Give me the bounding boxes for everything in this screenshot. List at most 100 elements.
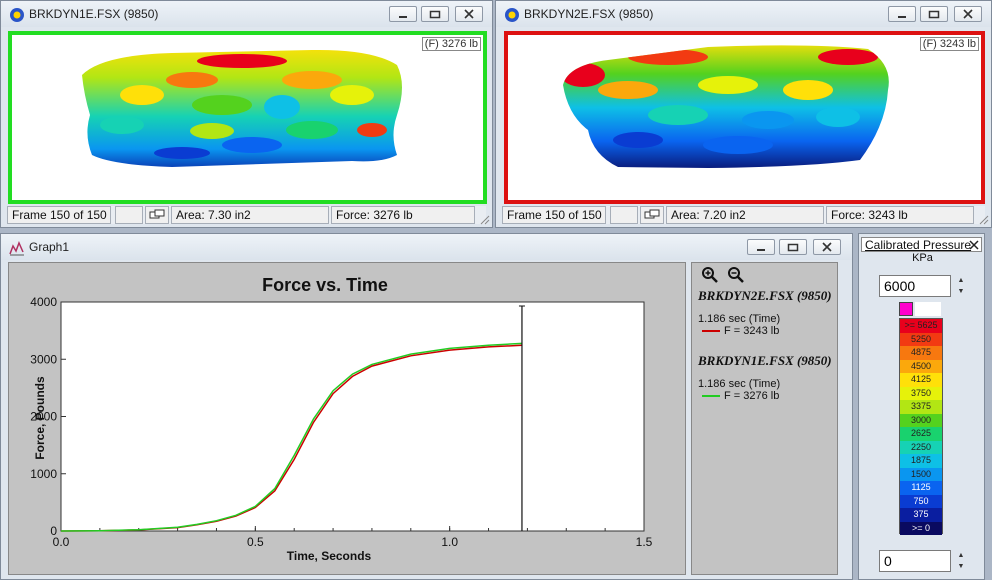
plot-area bbox=[60, 301, 645, 532]
app-icon bbox=[10, 8, 24, 22]
color-level-10: 1875 bbox=[900, 454, 942, 468]
zoom-in-icon[interactable] bbox=[702, 267, 718, 283]
y-axis-label: Force, Pounds bbox=[33, 376, 47, 460]
close-button[interactable] bbox=[954, 6, 982, 22]
max-value-spinner[interactable]: ▲ ▼ bbox=[957, 277, 965, 295]
color-level-5: 3750 bbox=[900, 386, 942, 400]
sync-icon bbox=[149, 209, 165, 219]
color-level-3: 4500 bbox=[900, 359, 942, 373]
series-line-1 bbox=[60, 342, 523, 532]
frame-counter: Frame 150 of 150 bbox=[7, 206, 111, 224]
area-readout: Area: 7.20 in2 bbox=[666, 206, 824, 224]
color-level-1: 5250 bbox=[900, 332, 942, 346]
x-tick-label-1: 0.5 bbox=[247, 535, 264, 549]
close-icon[interactable] bbox=[969, 240, 979, 250]
min-value-spinner[interactable]: ▲ ▼ bbox=[957, 552, 965, 570]
area-readout: Area: 7.30 in2 bbox=[171, 206, 329, 224]
color-level-2: 4875 bbox=[900, 346, 942, 360]
force-time-chart[interactable]: Force vs. Time 0.0 0.5 1.0 1.5 0 1000 2000 3000… bbox=[9, 263, 685, 574]
minimize-button[interactable] bbox=[888, 6, 916, 22]
calibration-title: Calibrated Pressure bbox=[865, 238, 972, 252]
y-tick-label-1: 1000 bbox=[30, 467, 57, 481]
maximize-button[interactable] bbox=[920, 6, 948, 22]
x-tick-label-3: 1.5 bbox=[636, 535, 653, 549]
graph-icon bbox=[9, 241, 24, 256]
color-level-13: 750 bbox=[900, 494, 942, 508]
unit-label: KPa bbox=[912, 252, 933, 264]
restore-icon bbox=[787, 243, 799, 251]
window-1-titlebar[interactable]: BRKDYN1E.FSX (9850) bbox=[1, 1, 492, 27]
legend-panel: BRKDYN2E.FSX (9850) 1.186 sec (Time) F =… bbox=[691, 262, 838, 575]
color-level-7: 3000 bbox=[900, 413, 942, 427]
restore-icon bbox=[928, 10, 940, 18]
legend-value-1: F = 3243 lb bbox=[724, 325, 780, 337]
minimize-icon bbox=[898, 16, 906, 18]
pressure-map-1 bbox=[82, 49, 402, 167]
close-icon bbox=[464, 9, 474, 19]
color-level-9: 2250 bbox=[900, 440, 942, 454]
pressure-window-1: BRKDYN1E.FSX (9850) bbox=[0, 0, 493, 228]
minimize-button[interactable] bbox=[747, 239, 775, 255]
minimize-button[interactable] bbox=[389, 6, 417, 22]
max-color-swatch[interactable] bbox=[899, 302, 913, 316]
color-level-11: 1500 bbox=[900, 467, 942, 481]
x-tick-label-2: 1.0 bbox=[441, 535, 458, 549]
legend-time-2: 1.186 sec (Time) bbox=[698, 378, 781, 390]
force-readout: Force: 3243 lb bbox=[826, 206, 974, 224]
legend-value-2: F = 3276 lb bbox=[724, 390, 780, 402]
legend-file-1: BRKDYN2E.FSX (9850) bbox=[698, 288, 832, 303]
color-level-15: >= 0 bbox=[900, 521, 942, 535]
force-readout: Force: 3276 lb bbox=[331, 206, 475, 224]
window-1-title: BRKDYN1E.FSX (9850) bbox=[29, 7, 159, 21]
legend-swatch-red bbox=[702, 330, 720, 333]
legend-swatch-green bbox=[702, 395, 720, 398]
max-value-input[interactable]: 6000 bbox=[879, 275, 951, 297]
max-swatch-blank bbox=[915, 302, 941, 316]
color-level-4: 4125 bbox=[900, 373, 942, 387]
y-tick-label-4: 4000 bbox=[30, 295, 57, 309]
legend-entry-2: F = 3276 lb bbox=[702, 390, 779, 402]
status-bar-1: Frame 150 of 150 Area: 7.30 in2 Force: 3… bbox=[7, 206, 486, 224]
legend-time-1: 1.186 sec (Time) bbox=[698, 313, 781, 325]
sync-button[interactable] bbox=[145, 206, 169, 224]
window-2-title: BRKDYN2E.FSX (9850) bbox=[524, 7, 654, 21]
force-tag-1: (F) 3276 lb bbox=[421, 37, 481, 51]
color-scale-bar: >= 5625 5250 4875 4500 4125 3750 3375 3000 2625 2… bbox=[899, 318, 943, 535]
window-2-titlebar[interactable]: BRKDYN2E.FSX (9850) bbox=[496, 1, 991, 27]
close-button[interactable] bbox=[455, 6, 483, 22]
close-icon bbox=[963, 9, 973, 19]
frame-spacer bbox=[115, 206, 143, 224]
chart-title: Force vs. Time bbox=[262, 275, 388, 295]
legend-file-2: BRKDYN1E.FSX (9850) bbox=[698, 353, 832, 368]
close-icon bbox=[822, 242, 832, 252]
zoom-out-icon[interactable] bbox=[728, 267, 744, 283]
minimize-icon bbox=[399, 16, 407, 18]
pressure-map-viewport-1[interactable]: (F) 3276 lb bbox=[8, 31, 487, 204]
color-level-12: 1125 bbox=[900, 481, 942, 495]
resize-grip-icon[interactable] bbox=[480, 215, 490, 225]
calibration-panel: Calibrated Pressure KPa 6000 ▲ ▼ >= 5625 5… bbox=[858, 233, 985, 580]
sync-button[interactable] bbox=[640, 206, 664, 224]
color-level-0: >= 5625 bbox=[900, 319, 942, 333]
min-value-input[interactable]: 0 bbox=[879, 550, 951, 572]
calibration-titlebar[interactable]: Calibrated Pressure bbox=[861, 237, 982, 252]
app-icon bbox=[505, 8, 519, 22]
chart-panel: Force vs. Time 0.0 0.5 1.0 1.5 0 1000 2000 3000… bbox=[8, 262, 686, 575]
pressure-map-viewport-2[interactable]: (F) 3243 lb bbox=[504, 31, 985, 204]
pressure-window-2: BRKDYN2E.FSX (9850) bbox=[495, 0, 992, 228]
y-tick-label-3: 3000 bbox=[30, 352, 57, 366]
sync-icon bbox=[644, 209, 660, 219]
minimize-icon bbox=[757, 249, 765, 251]
frame-counter: Frame 150 of 150 bbox=[502, 206, 606, 224]
graph-title: Graph1 bbox=[29, 240, 70, 254]
graph-titlebar[interactable]: Graph1 bbox=[1, 234, 852, 260]
resize-grip-icon[interactable] bbox=[979, 215, 989, 225]
x-tick-label-0: 0.0 bbox=[53, 535, 70, 549]
close-button[interactable] bbox=[813, 239, 841, 255]
maximize-button[interactable] bbox=[779, 239, 807, 255]
maximize-button[interactable] bbox=[421, 6, 449, 22]
restore-icon bbox=[429, 10, 441, 18]
pressure-map-2 bbox=[563, 45, 889, 168]
frame-spacer bbox=[610, 206, 638, 224]
color-level-8: 2625 bbox=[900, 427, 942, 441]
